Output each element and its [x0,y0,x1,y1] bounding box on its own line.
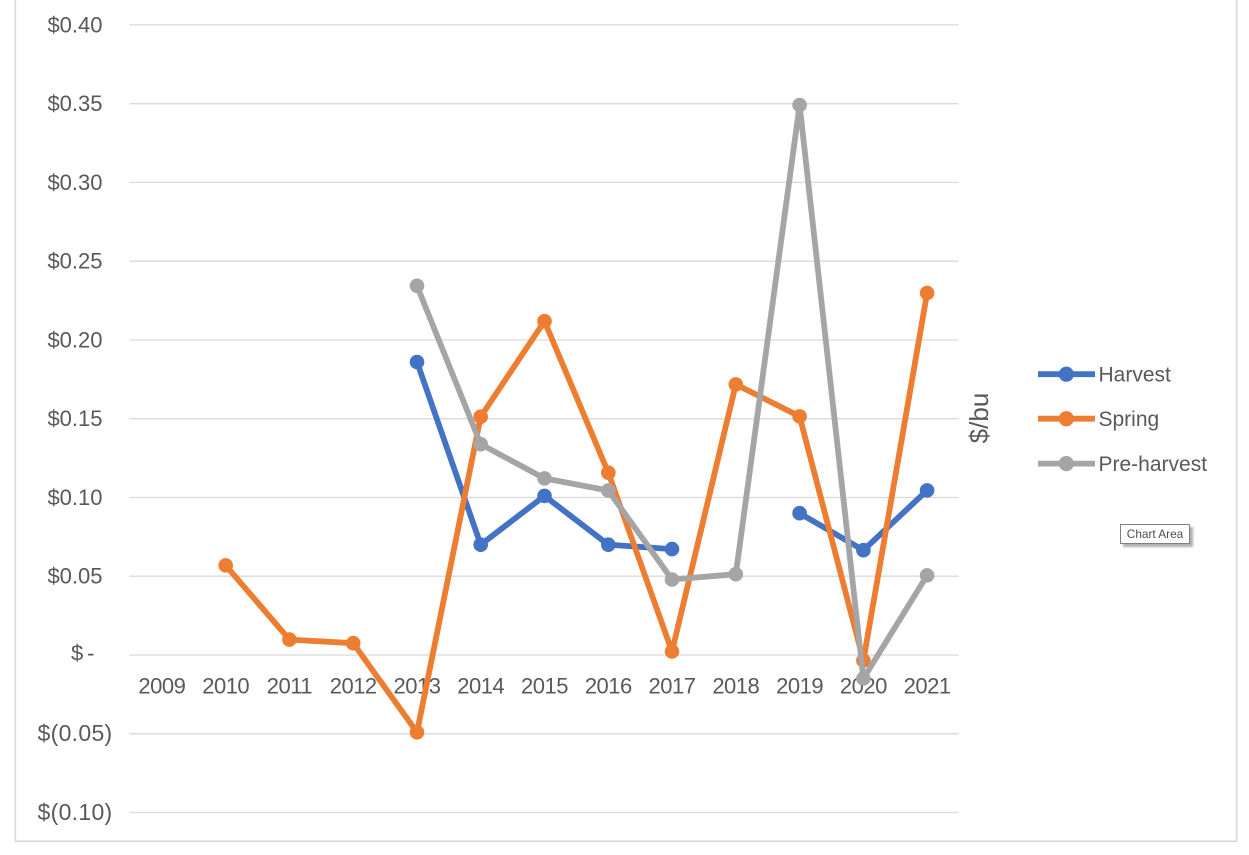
svg-text:$0.40: $0.40 [47,12,102,37]
svg-text:2015: 2015 [521,674,568,699]
svg-text:$0.25: $0.25 [47,249,102,274]
svg-text:$0.35: $0.35 [47,91,102,116]
svg-text:2009: 2009 [138,674,185,699]
svg-text:$0.10: $0.10 [47,485,102,510]
svg-text:2021: 2021 [904,674,951,699]
svg-text:2011: 2011 [267,674,313,699]
svg-text:$: $ [71,641,83,666]
svg-text:2012: 2012 [330,674,377,699]
svg-text:$0.30: $0.30 [47,170,102,195]
svg-text:$0.20: $0.20 [47,328,102,353]
svg-text:Spring: Spring [1099,408,1160,431]
svg-text:2019: 2019 [776,674,823,699]
svg-text:$/bu: $/bu [964,393,994,444]
svg-text:$(0.05): $(0.05) [38,720,113,746]
svg-text:$(0.10): $(0.10) [38,799,113,825]
svg-text:$0.15: $0.15 [47,406,102,431]
svg-text:2010: 2010 [202,674,249,699]
svg-text:2018: 2018 [712,674,759,699]
svg-text:Pre-harvest: Pre-harvest [1099,453,1208,476]
svg-text:Harvest: Harvest [1099,364,1172,387]
svg-text:2014: 2014 [457,674,504,699]
svg-text:2016: 2016 [585,674,632,699]
svg-text:2013: 2013 [394,674,441,699]
svg-text:$0.05: $0.05 [47,564,102,589]
svg-text:2017: 2017 [649,674,696,699]
svg-text:-: - [87,641,94,666]
